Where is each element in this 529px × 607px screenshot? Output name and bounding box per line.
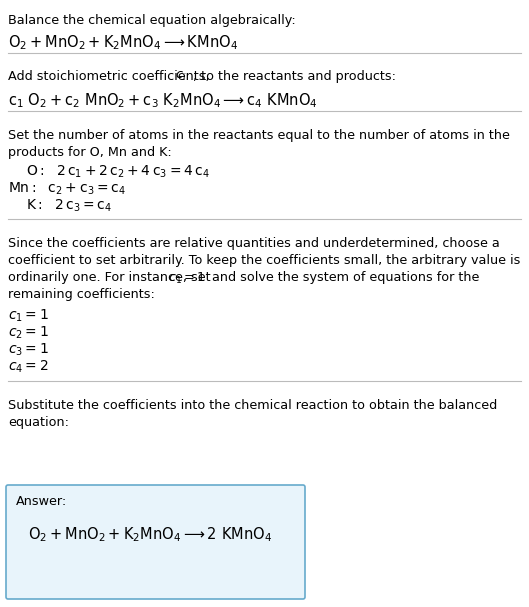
Text: $\mathregular{c_1\ O_2 + c_2\ MnO_2 + c_3\ K_2MnO_4 \longrightarrow c_4\ KMnO_4}: $\mathregular{c_1\ O_2 + c_2\ MnO_2 + c_…: [8, 91, 317, 110]
Text: $c_4 = 2$: $c_4 = 2$: [8, 359, 49, 375]
Text: $\mathregular{O:\ \ 2\,c_1 + 2\,c_2 + 4\,c_3 = 4\,c_4}$: $\mathregular{O:\ \ 2\,c_1 + 2\,c_2 + 4\…: [26, 164, 210, 180]
Text: $\mathregular{O_2 + MnO_2 + K_2MnO_4 \longrightarrow 2\ KMnO_4}$: $\mathregular{O_2 + MnO_2 + K_2MnO_4 \lo…: [28, 525, 272, 544]
Text: Add stoichiometric coefficients,: Add stoichiometric coefficients,: [8, 70, 214, 83]
Text: $c_1 = 1$: $c_1 = 1$: [168, 271, 206, 286]
Text: , to the reactants and products:: , to the reactants and products:: [193, 70, 396, 83]
Text: remaining coefficients:: remaining coefficients:: [8, 288, 155, 301]
Text: $c_3 = 1$: $c_3 = 1$: [8, 342, 49, 358]
Text: equation:: equation:: [8, 416, 69, 429]
Text: coefficient to set arbitrarily. To keep the coefficients small, the arbitrary va: coefficient to set arbitrarily. To keep …: [8, 254, 521, 267]
Text: Answer:: Answer:: [16, 495, 67, 508]
Text: $c_2 = 1$: $c_2 = 1$: [8, 325, 49, 341]
Text: $\mathregular{K:\ \ 2\,c_3 = c_4}$: $\mathregular{K:\ \ 2\,c_3 = c_4}$: [26, 198, 112, 214]
Text: Set the number of atoms in the reactants equal to the number of atoms in the: Set the number of atoms in the reactants…: [8, 129, 510, 142]
Text: $\mathregular{O_2 + MnO_2 + K_2MnO_4 \longrightarrow KMnO_4}$: $\mathregular{O_2 + MnO_2 + K_2MnO_4 \lo…: [8, 33, 238, 52]
Text: $c_i$: $c_i$: [175, 70, 186, 83]
FancyBboxPatch shape: [6, 485, 305, 599]
Text: products for O, Mn and K:: products for O, Mn and K:: [8, 146, 172, 159]
Text: and solve the system of equations for the: and solve the system of equations for th…: [208, 271, 479, 284]
Text: Balance the chemical equation algebraically:: Balance the chemical equation algebraica…: [8, 14, 296, 27]
Text: $c_1 = 1$: $c_1 = 1$: [8, 308, 49, 324]
Text: Substitute the coefficients into the chemical reaction to obtain the balanced: Substitute the coefficients into the che…: [8, 399, 497, 412]
Text: $\mathregular{Mn:\ \ c_2 + c_3 = c_4}$: $\mathregular{Mn:\ \ c_2 + c_3 = c_4}$: [8, 181, 126, 197]
Text: Since the coefficients are relative quantities and underdetermined, choose a: Since the coefficients are relative quan…: [8, 237, 500, 250]
Text: ordinarily one. For instance, set: ordinarily one. For instance, set: [8, 271, 215, 284]
